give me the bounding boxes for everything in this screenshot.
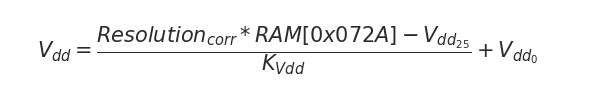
Text: $V_{dd} = \dfrac{\mathit{Resolution}_{corr}*\mathit{RAM}[0x072A]-V_{dd_{25}}}{K_: $V_{dd} = \dfrac{\mathit{Resolution}_{co…: [37, 24, 539, 77]
